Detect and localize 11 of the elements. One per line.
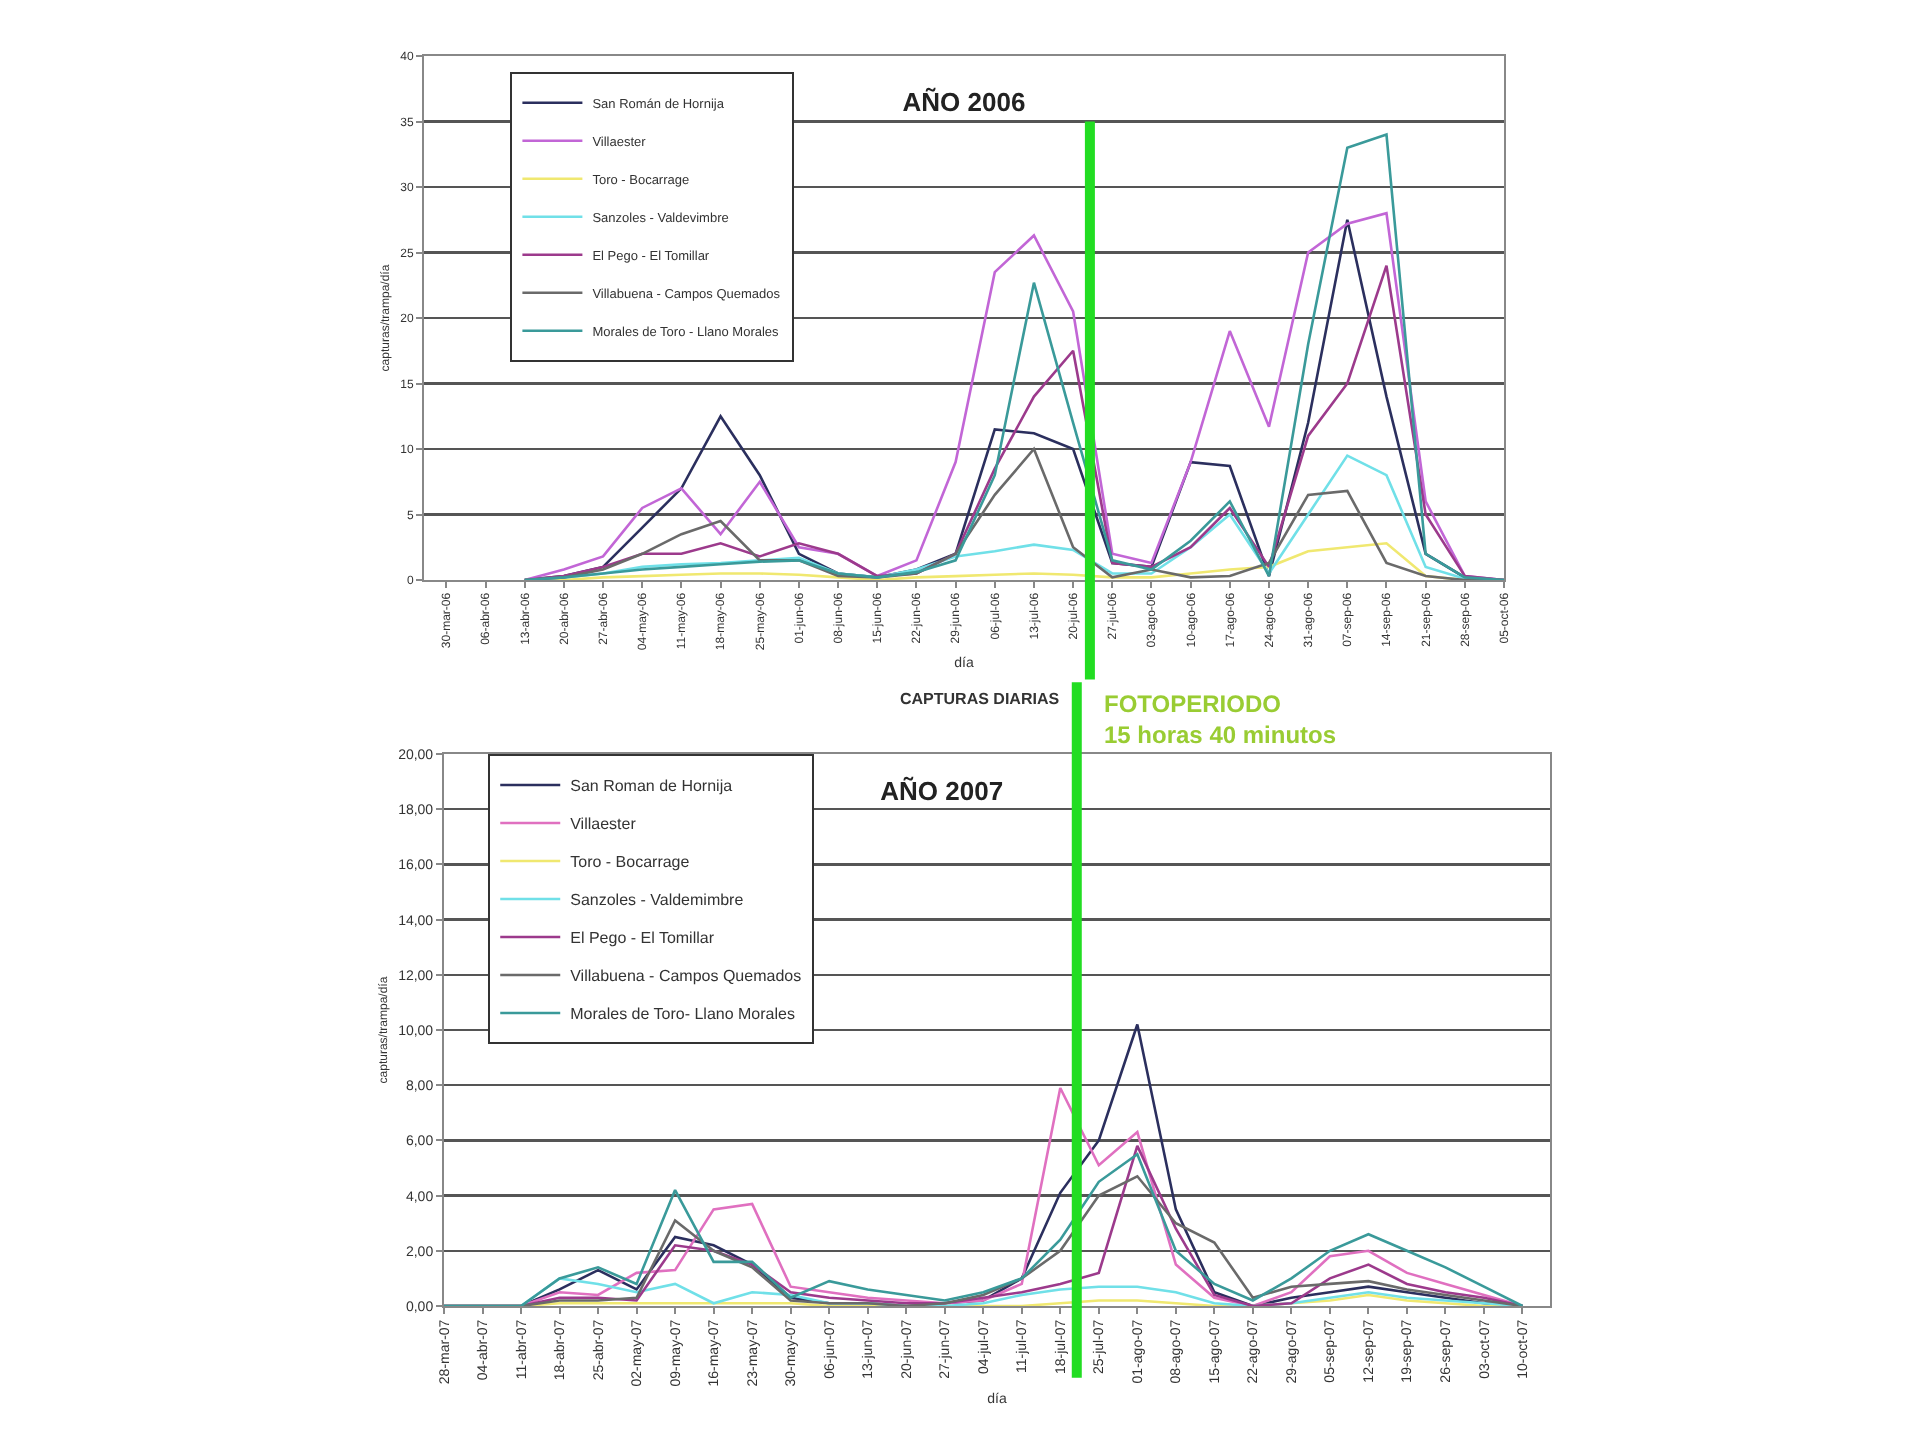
text: AÑO 2007 [880, 775, 1004, 806]
legend-label: Villaester [570, 815, 637, 834]
text: AÑO 2006 [902, 86, 1026, 117]
legend-label: Morales de Toro- Llano Morales [570, 1005, 795, 1024]
legend-label: El Pego - El Tomillar [570, 929, 715, 948]
legend-label: San Roman de Hornija [570, 777, 734, 796]
text: CAPTURAS DIARIAS [900, 690, 1061, 708]
legend-label: Toro - Bocarrage [570, 853, 691, 872]
legend-label: Sanzoles - Valdemimbre [570, 891, 745, 910]
ref-line-label: FOTOPERIODO 15 horas 40 minutos [1104, 690, 1337, 750]
legend-label: Villabuena - Campos Quemados [570, 967, 802, 986]
